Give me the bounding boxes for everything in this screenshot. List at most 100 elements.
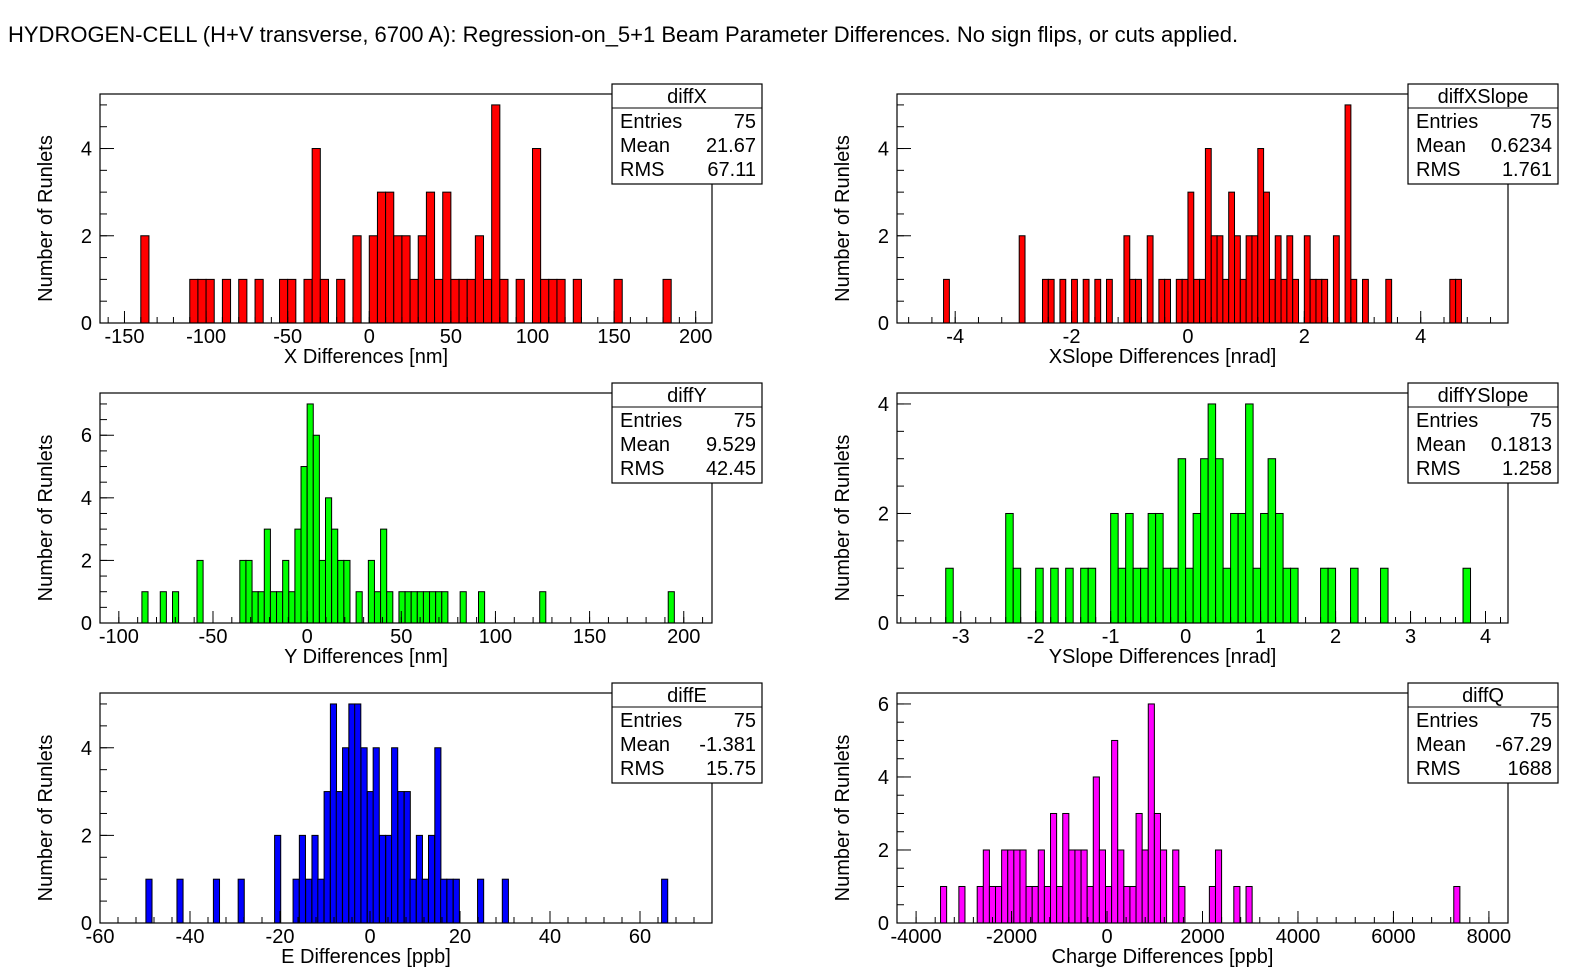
histogram-bar <box>661 878 669 924</box>
stats-box: diffX Entries 75 Mean 21.67 RMS 67.11 <box>611 83 763 185</box>
histogram-bar <box>1230 512 1239 624</box>
histogram-bar <box>238 278 248 324</box>
x-tick-label: 0 <box>364 326 375 348</box>
x-tick-label: 150 <box>597 326 630 348</box>
stats-label: Entries <box>620 410 682 432</box>
histogram-bar <box>319 278 329 324</box>
histogram-bar <box>1098 849 1107 924</box>
histogram-bar <box>378 834 387 924</box>
stats-value: -1.381 <box>699 734 756 756</box>
histogram-bar <box>434 278 444 324</box>
stats-value: 21.67 <box>706 135 756 157</box>
histogram-bar <box>1344 104 1352 324</box>
histogram-bar <box>1327 567 1337 624</box>
histogram-bar <box>212 878 221 924</box>
histogram-bar <box>1050 567 1059 624</box>
histogram-bar <box>237 878 245 924</box>
histogram-bar <box>446 878 454 924</box>
histogram-bar <box>1050 812 1058 924</box>
y-axis-label: Number of Runlets <box>832 435 854 602</box>
histogram-bar <box>1178 885 1186 924</box>
stats-title: diffX <box>667 86 707 108</box>
stats-label: RMS <box>620 159 664 181</box>
histogram-bar <box>1263 191 1270 324</box>
stats-label: RMS <box>1416 159 1460 181</box>
histogram-bar <box>1117 567 1127 624</box>
histogram-bar <box>425 191 436 324</box>
x-tick-label: 50 <box>390 626 412 648</box>
histogram-bar <box>1159 849 1168 924</box>
histogram-bar <box>391 747 399 924</box>
histogram-bar <box>1192 512 1202 624</box>
histogram-bar <box>159 591 167 624</box>
histogram-bar <box>404 591 412 624</box>
histogram-bar <box>1245 885 1253 924</box>
x-tick-label: 0 <box>1101 926 1112 948</box>
histogram-bar <box>428 834 436 924</box>
histogram-bar <box>1074 849 1082 924</box>
histogram-bar <box>466 278 476 324</box>
histogram-bar <box>318 559 327 624</box>
stats-title: diffY <box>667 385 707 407</box>
histogram-bar <box>331 528 339 624</box>
stats-value: 75 <box>734 710 756 732</box>
y-tick-label: 4 <box>81 139 92 161</box>
x-tick-label: -50 <box>199 626 228 648</box>
histogram-bar <box>380 528 388 624</box>
histogram-bar <box>441 591 449 624</box>
histogram-bar <box>1158 278 1166 324</box>
histogram-bar <box>1012 567 1022 624</box>
histogram-bar <box>1292 278 1300 324</box>
x-axis-label: XSlope Differences [nrad] <box>1049 346 1277 368</box>
histogram-bar <box>501 878 509 924</box>
x-tick-label: -40 <box>176 926 205 948</box>
histogram-bar <box>197 278 207 324</box>
x-tick-label: 2000 <box>1180 926 1225 948</box>
histogram-bar <box>317 878 325 924</box>
histogram-bar <box>1025 885 1033 924</box>
histogram-bar <box>1155 512 1164 624</box>
histogram-bar <box>305 878 313 924</box>
y-tick-label: 2 <box>81 550 92 572</box>
histogram-bar <box>548 278 558 324</box>
histogram-bar <box>976 885 984 924</box>
stats-title: diffYSlope <box>1438 385 1529 407</box>
histogram-bar <box>1111 739 1119 924</box>
histogram-bar <box>1455 278 1462 324</box>
histogram-bar <box>1123 235 1131 324</box>
y-axis-label: Number of Runlets <box>832 135 854 302</box>
histogram-panel-diffYSlope: -3 -2 -1 0 1 2 3 4 0 2 4 YSlope Differences [nrad] N… <box>832 382 1559 668</box>
stats-label: Mean <box>620 734 670 756</box>
stats-value: 75 <box>1530 111 1552 133</box>
histogram-bar <box>442 191 452 324</box>
histogram-bar <box>474 235 485 324</box>
histogram-bar <box>311 834 319 924</box>
histogram-bar <box>196 559 204 624</box>
histogram-bar <box>257 591 265 624</box>
histogram-bar <box>572 278 582 324</box>
histogram-bar <box>1181 278 1189 324</box>
histogram-bar <box>458 278 468 324</box>
stats-box-frame <box>1407 682 1559 784</box>
y-tick-label: 2 <box>81 825 92 847</box>
x-tick-label: 50 <box>440 326 462 348</box>
stats-box-frame <box>611 83 763 185</box>
stats-value: 1.258 <box>1502 458 1552 480</box>
x-tick-label: -100 <box>99 626 139 648</box>
histogram-bar <box>459 591 467 624</box>
histogram-bar <box>292 878 300 924</box>
histogram-panel-diffE: -60 -40 -20 0 20 40 60 0 2 4 E Differences [ppb] Nu… <box>35 682 763 968</box>
stats-label: RMS <box>620 458 664 480</box>
histogram-bar <box>1068 849 1076 924</box>
y-tick-label: 2 <box>878 503 889 525</box>
histogram-bar <box>1135 812 1143 924</box>
histogram-bar <box>1125 512 1134 624</box>
stats-label: Entries <box>1416 710 1478 732</box>
stats-value: 67.11 <box>707 159 756 181</box>
histogram-bar <box>1018 235 1026 324</box>
histogram-bar <box>367 559 375 624</box>
histogram-bar <box>1062 812 1070 924</box>
histogram-bar <box>1362 278 1369 324</box>
histogram-bar <box>1286 235 1294 324</box>
